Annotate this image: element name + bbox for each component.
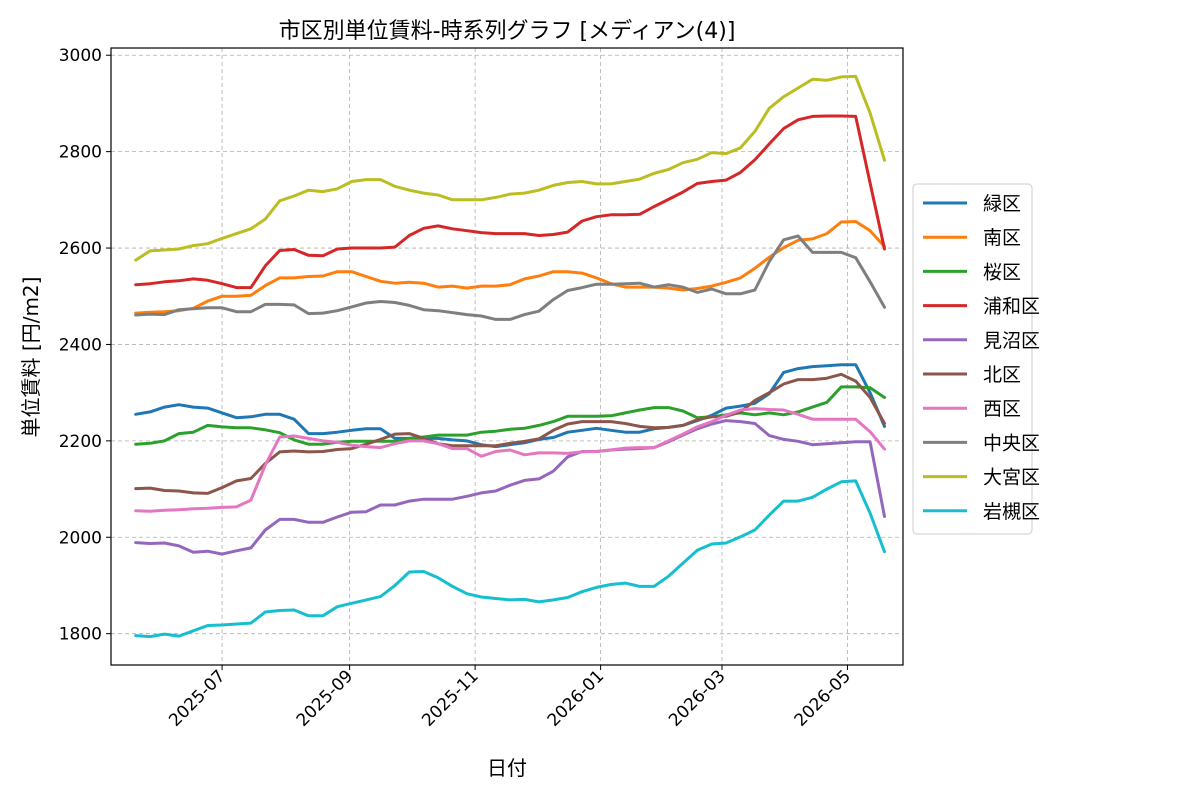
y-tick-label: 1800 [59,625,102,645]
series-line-2 [134,385,886,446]
series-line-3 [134,114,886,290]
chart-title: 市区別単位賃料-時系列グラフ [メディアン(4)] [279,19,736,44]
series-line-5 [134,372,886,495]
y-tick-label: 2800 [59,143,102,163]
y-axis: 1800 2000 2200 2400 2600 2800 3000 [59,46,111,645]
series-line-6 [134,407,886,513]
legend-label: 南区 [983,227,1021,249]
y-tick-label: 2600 [59,239,102,259]
series-lines [134,74,886,639]
y-tick-label: 2000 [59,528,102,548]
legend-label: 桜区 [983,261,1021,283]
x-axis-label: 日付 [487,756,527,780]
grid [111,48,903,665]
legend-label: 西区 [983,398,1021,420]
plot-frame [110,47,904,666]
y-tick-label: 3000 [59,46,102,66]
legend-label: 岩槻区 [983,501,1040,523]
series-line-8 [134,74,886,262]
legend-label: 大宮区 [983,467,1040,489]
series-line-9 [134,479,886,639]
y-tick-label: 2200 [59,432,102,452]
legend-label: 中央区 [983,432,1040,454]
legend-label: 緑区 [983,193,1021,215]
y-axis-label: 単位賃料 [円/m2] [19,277,43,438]
y-tick-label: 2400 [59,335,102,355]
series-line-4 [134,419,886,556]
legend-label: 北区 [983,364,1021,386]
legend-label: 見沼区 [983,330,1040,352]
legend-label: 浦和区 [983,296,1040,318]
series-line-1 [134,220,886,315]
series-line-7 [134,234,886,321]
